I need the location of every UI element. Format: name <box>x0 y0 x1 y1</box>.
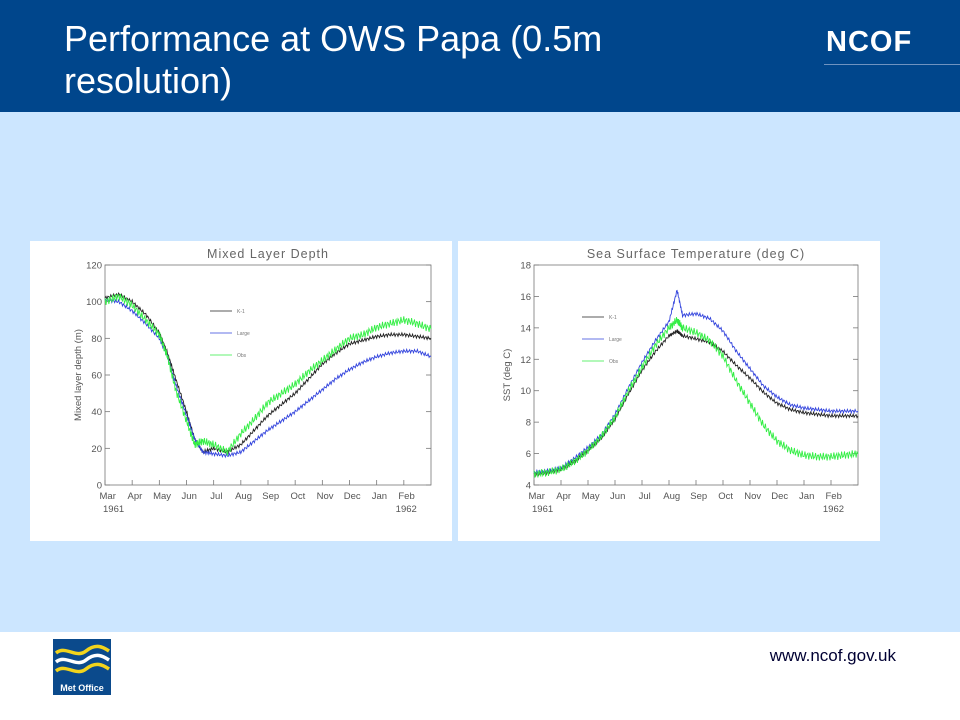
chart1-series-line-k1 <box>104 291 432 455</box>
chart1-x-year-label: 1961 <box>103 504 124 515</box>
chart1-y-tick-label: 100 <box>86 297 102 308</box>
chart2-series-line-k1 <box>533 328 859 477</box>
chart1-x-tick-label: Mar <box>100 491 116 502</box>
chart1-y-tick-label: 120 <box>86 261 102 272</box>
chart2-x-tick-label: Jul <box>639 491 651 502</box>
slide-header: Performance at OWS Papa (0.5m resolution… <box>0 0 960 112</box>
chart1-x-tick-label: Feb <box>398 491 414 502</box>
met-office-logo: Met Office <box>53 639 111 695</box>
chart1-x-tick-label: May <box>153 491 171 502</box>
chart2-legend-label: Large <box>609 337 622 343</box>
chart1-y-axis-label: Mixed layer depth (m) <box>73 329 84 421</box>
mixed-layer-depth-chart: Mixed Layer Depth 0 20 40 60 80 100 120 Mar Apr Ma… <box>73 247 432 515</box>
chart1-x-tick-label: Sep <box>262 491 279 502</box>
chart1-series-line-obs <box>104 293 432 456</box>
chart2-y-tick-label: 14 <box>520 323 531 334</box>
chart2-x-tick-label: May <box>582 491 600 502</box>
chart2-x-tick-label: Jun <box>610 491 625 502</box>
chart1-legend-label: Large <box>237 331 250 337</box>
chart1-plot-frame <box>104 264 432 486</box>
met-office-logo-text: Met Office <box>60 683 104 693</box>
slide-title: Performance at OWS Papa (0.5m resolution… <box>64 18 603 101</box>
chart2-y-tick-label: 8 <box>526 418 531 429</box>
slide-footer <box>0 632 960 720</box>
chart1-y-tick-label: 0 <box>97 481 102 492</box>
chart2-y-tick-label: 12 <box>520 355 531 366</box>
chart1-y-tick-label: 40 <box>91 407 102 418</box>
chart2-y-tick-label: 6 <box>526 449 531 460</box>
chart2-x-year-label: 1961 <box>532 504 553 515</box>
mixed-layer-depth-chart-panel: Mixed Layer Depth 0 20 40 60 80 100 120 Mar Apr Ma… <box>30 241 452 541</box>
chart2-y-tick-label: 4 <box>526 481 531 492</box>
chart2-x-tick-label: Nov <box>744 491 761 502</box>
chart2-x-tick-label: Dec <box>771 491 788 502</box>
chart2-x-tick-label: Apr <box>556 491 571 502</box>
chart2-x-tick-label: Oct <box>718 491 733 502</box>
met-office-waves-icon <box>54 644 110 674</box>
chart2-y-axis-label: SST (deg C) <box>502 349 513 402</box>
chart1-legend-label: Obs <box>237 353 247 359</box>
chart1-y-tick-label: 60 <box>91 371 102 382</box>
ncof-brand-logo: NCOF <box>826 26 913 58</box>
chart1-legend-label: K-1 <box>237 309 245 315</box>
chart1-x-tick-label: Jan <box>372 491 387 502</box>
chart1-y-tick-label: 80 <box>91 334 102 345</box>
sst-chart-panel: Sea Surface Temperature (deg C) 4 6 8 10 12 14… <box>458 241 880 541</box>
chart2-series-line-large <box>533 289 859 475</box>
brand-divider <box>824 64 960 65</box>
chart2-series-line-obs <box>533 316 859 478</box>
chart1-x-tick-label: Dec <box>344 491 361 502</box>
chart2-x-tick-label: Aug <box>663 491 680 502</box>
chart1-x-tick-label: Jul <box>210 491 222 502</box>
chart1-x-tick-label: Apr <box>127 491 142 502</box>
sea-surface-temperature-chart: Sea Surface Temperature (deg C) 4 6 8 10 12 14… <box>502 247 859 515</box>
chart1-x-tick-label: Aug <box>235 491 252 502</box>
chart2-x-tick-label: Feb <box>826 491 842 502</box>
chart2-y-tick-label: 16 <box>520 292 531 303</box>
chart2-y-tick-label: 10 <box>520 386 531 397</box>
chart2-x-tick-label: Jan <box>799 491 814 502</box>
chart1-x-tick-label: Jun <box>182 491 197 502</box>
chart2-legend-label: Obs <box>609 359 619 365</box>
chart1-x-tick-label: Oct <box>290 491 305 502</box>
chart2-title: Sea Surface Temperature (deg C) <box>587 247 805 261</box>
chart2-y-tick-label: 18 <box>520 261 531 272</box>
chart2-x-year-label: 1962 <box>823 504 844 515</box>
chart1-x-tick-label: Nov <box>317 491 334 502</box>
website-url: www.ncof.gov.uk <box>769 646 896 665</box>
chart1-title: Mixed Layer Depth <box>207 247 329 261</box>
chart1-y-tick-label: 20 <box>91 444 102 455</box>
chart2-x-tick-label: Sep <box>690 491 707 502</box>
chart2-x-tick-label: Mar <box>529 491 545 502</box>
chart2-legend-label: K-1 <box>609 315 617 321</box>
chart1-x-year-label: 1962 <box>396 504 417 515</box>
